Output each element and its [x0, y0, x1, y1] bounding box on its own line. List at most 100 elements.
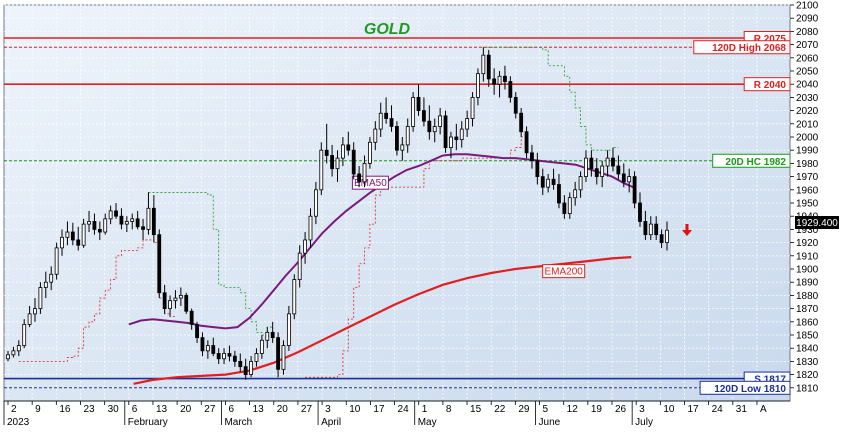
candle-body	[60, 236, 64, 249]
candle-body	[303, 239, 307, 254]
levels	[4, 37, 790, 389]
candle	[470, 92, 475, 127]
candle	[330, 144, 334, 177]
candle-body	[443, 115, 448, 148]
y-tick-label: 1930	[796, 225, 819, 236]
candle	[70, 222, 75, 246]
candle	[151, 195, 156, 243]
candle	[254, 348, 259, 367]
candle	[378, 102, 383, 137]
x-tick-label: 31	[736, 404, 748, 415]
stop-line-green	[483, 46, 619, 151]
candle-body	[459, 128, 464, 141]
candle-body	[49, 273, 54, 283]
candle	[92, 213, 97, 235]
y-tick-label: 2020	[796, 106, 819, 117]
candle-body	[341, 144, 345, 159]
x-tick-label: 27	[204, 404, 216, 415]
candle-body	[205, 345, 210, 352]
candle-body	[108, 210, 113, 220]
candle	[276, 332, 280, 378]
candle	[11, 346, 16, 358]
candle	[357, 166, 362, 188]
candle	[465, 110, 470, 137]
candle-body	[189, 310, 194, 325]
candle-body	[211, 345, 216, 354]
y-tick-label: 1900	[796, 265, 819, 276]
candle-body	[157, 234, 162, 294]
stop-line-green	[148, 192, 273, 336]
x-tick-label: 13	[156, 404, 168, 415]
y-tick-label: 2080	[796, 27, 819, 38]
candle-body	[557, 184, 561, 204]
y-tick-label: 2100	[796, 1, 819, 12]
candle-body	[324, 149, 329, 156]
candle-body	[378, 112, 383, 130]
candle-body	[265, 331, 270, 341]
candle-body	[70, 231, 75, 241]
candle-body	[594, 168, 599, 177]
level-tag-box	[693, 40, 791, 55]
candle-body	[286, 313, 291, 346]
candle-body	[227, 353, 232, 357]
candle-body	[43, 281, 48, 288]
candle	[546, 173, 551, 193]
candle	[222, 348, 226, 365]
candle	[189, 308, 194, 330]
candle-body	[92, 221, 97, 230]
candle	[168, 295, 172, 317]
y-tick-label: 1980	[796, 159, 819, 170]
candle	[97, 221, 102, 240]
candle-body	[297, 252, 302, 280]
candle-body	[373, 128, 378, 143]
candle-body	[481, 54, 486, 75]
candle	[611, 147, 615, 172]
month-label: July	[635, 417, 653, 428]
candle-body	[346, 144, 351, 151]
candle	[157, 229, 162, 299]
candle	[540, 168, 545, 196]
candle	[454, 123, 459, 151]
candle-body	[654, 223, 659, 236]
candle-body	[119, 215, 124, 225]
candle	[184, 292, 189, 314]
candle	[616, 155, 621, 180]
candle	[551, 168, 556, 190]
x-tick-label: 2	[11, 404, 17, 415]
candle	[530, 144, 534, 169]
candle-body	[584, 157, 588, 177]
x-tick-label: 24	[398, 404, 410, 415]
candle-body	[151, 207, 156, 236]
last-price-tag: 1929.400	[795, 216, 839, 229]
candle-body	[65, 231, 70, 238]
candle	[432, 118, 437, 143]
candle-body	[486, 54, 491, 80]
candle-body	[573, 189, 578, 199]
y-tick-label: 1810	[796, 383, 819, 394]
candle	[54, 242, 59, 280]
candle-body	[540, 176, 545, 188]
candle	[643, 210, 648, 240]
level-tag: 120D High 2068	[693, 40, 791, 55]
candle-body	[146, 207, 151, 230]
candle	[567, 192, 572, 219]
candle	[60, 229, 64, 256]
candle	[205, 340, 210, 359]
y-tick-label: 2040	[796, 80, 819, 91]
month-label: April	[321, 417, 341, 428]
candle	[286, 305, 291, 351]
candle-body	[578, 176, 583, 191]
candle	[659, 229, 664, 248]
candle-body	[54, 247, 59, 275]
x-tick-label: 29	[518, 404, 530, 415]
candle-body	[422, 110, 426, 122]
level-tag-label: 120D High 2068	[712, 43, 786, 54]
candle-body	[449, 136, 453, 148]
candle	[341, 137, 345, 167]
y-tick-label: 2050	[796, 67, 819, 78]
candle-body	[6, 354, 10, 360]
candle-body	[605, 157, 610, 167]
candle-body	[405, 126, 410, 146]
candle-body	[411, 97, 416, 127]
